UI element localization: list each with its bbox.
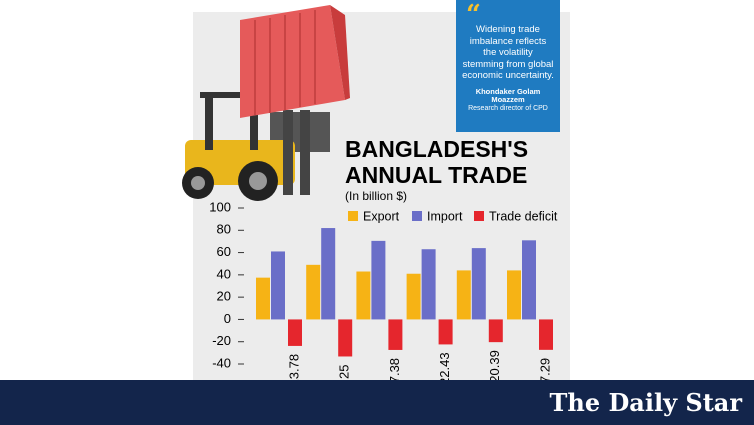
legend-swatch (474, 211, 484, 221)
chart-title: BANGLADESH'S (345, 136, 528, 162)
bar (306, 264, 321, 320)
y-tick-label: 100 (209, 199, 231, 214)
quote-role: Research director of CPD (468, 104, 548, 112)
bar (488, 319, 503, 343)
data-label: -33.25 (337, 364, 352, 380)
bar (338, 319, 353, 357)
bar (356, 271, 371, 320)
footer: The Daily Star (0, 380, 754, 425)
legend-swatch (412, 211, 422, 221)
chart-title: ANNUAL TRADE (345, 162, 527, 188)
bar (522, 240, 536, 320)
bar (321, 228, 336, 320)
data-label: -27.29 (537, 358, 552, 380)
data-label: -27.38 (387, 358, 402, 380)
quote-author: Khondaker Golam Moazzem (475, 86, 541, 104)
bar (256, 277, 270, 320)
y-tick-label: -20 (212, 333, 231, 348)
y-tick-label: 20 (217, 289, 231, 304)
bar (438, 319, 453, 345)
legend-label: Export (363, 209, 400, 223)
data-label: -20.39 (487, 350, 502, 380)
bar (456, 270, 471, 320)
y-tick-label: 60 (217, 244, 231, 259)
bar (388, 319, 403, 350)
quote-text: Widening trade imbalance reflects the vo… (462, 24, 554, 81)
bar (421, 249, 436, 320)
legend-label: Trade deficit (489, 209, 558, 223)
bar (507, 270, 521, 320)
chart-subtitle: (In billion $) (345, 189, 407, 203)
data-label: -22.43 (437, 352, 452, 380)
forklift-illustration (182, 5, 350, 201)
quote-mark: “ (466, 0, 481, 30)
bar (406, 273, 421, 320)
bar (371, 240, 386, 320)
quote-box: “ Widening trade imbalance reflects the … (456, 0, 560, 132)
y-tick-label: -40 (212, 355, 231, 370)
legend-swatch (348, 211, 358, 221)
y-tick-label: 80 (217, 222, 231, 237)
bar (271, 251, 285, 320)
y-tick-label: 40 (217, 266, 231, 281)
bar (471, 248, 486, 320)
chart: BANGLADESH'S ANNUAL TRADE (In billion $)… (182, 5, 570, 380)
y-tick-label: 0 (224, 311, 231, 326)
bar (539, 319, 553, 350)
data-label: -23.78 (286, 354, 301, 380)
brand-logo: The Daily Star (549, 388, 742, 417)
bar (288, 319, 302, 346)
legend-label: Import (427, 209, 463, 223)
